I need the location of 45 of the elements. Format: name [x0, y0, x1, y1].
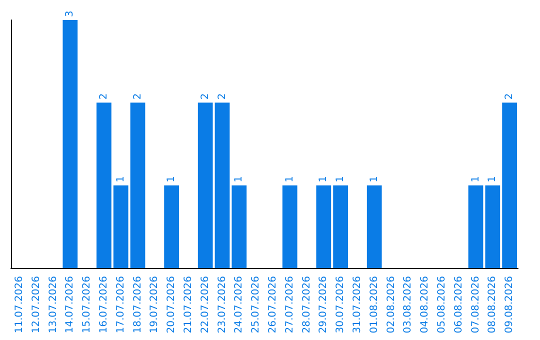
x-tick-label: 13.07.2026 [48, 276, 59, 334]
data-label: 1 [166, 176, 178, 182]
x-tick-label: 28.07.2026 [301, 276, 312, 334]
x-tick-label: 25.07.2026 [250, 276, 262, 334]
data-label: 1 [368, 176, 380, 182]
x-tick-label: 24.07.2026 [234, 276, 245, 334]
x-tick-label: 07.08.2026 [470, 276, 482, 334]
data-label: 1 [335, 176, 346, 182]
x-tick-label: 11.07.2026 [14, 276, 25, 334]
x-tick-label: 12.07.2026 [30, 276, 42, 334]
data-label: 1 [318, 176, 330, 182]
x-tick-label: 22.07.2026 [200, 276, 211, 334]
x-tick-label: 15.07.2026 [82, 276, 93, 334]
x-tick-label: 23.07.2026 [216, 276, 228, 334]
x-tick-label: 14.07.2026 [64, 276, 76, 334]
x-tick-label: 18.07.2026 [132, 276, 144, 334]
data-label: 1 [487, 176, 498, 182]
x-tick-label: 27.07.2026 [284, 276, 296, 334]
data-label: 2 [216, 93, 228, 100]
x-tick-label: 03.08.2026 [402, 276, 414, 334]
data-label: 2 [504, 93, 516, 100]
data-label: 1 [284, 176, 296, 182]
data-label: 3 [64, 10, 76, 17]
data-label: 2 [98, 93, 110, 100]
x-tick-label: 04.08.2026 [420, 276, 431, 334]
x-tick-label: 16.07.2026 [98, 276, 110, 334]
x-tick-label: 06.08.2026 [453, 276, 464, 334]
x-tick-label: 02.08.2026 [386, 276, 397, 334]
x-tick-label: 21.07.2026 [182, 276, 194, 334]
x-tick-label: 08.08.2026 [487, 276, 498, 334]
x-tick-label: 05.08.2026 [436, 276, 448, 334]
x-tick-label: 29.07.2026 [318, 276, 330, 334]
x-tick-label: 20.07.2026 [166, 276, 178, 334]
data-label: 2 [200, 93, 211, 100]
data-label: 1 [115, 176, 126, 182]
x-tick-label: 01.08.2026 [368, 276, 380, 334]
x-tick-label: 17.07.2026 [115, 276, 126, 334]
x-tick-label: 19.07.2026 [149, 276, 160, 334]
x-tick-label: 31.07.2026 [352, 276, 363, 334]
data-label: 2 [132, 93, 144, 100]
data-label: 1 [234, 176, 245, 182]
x-tick-label: 30.07.2026 [335, 276, 346, 334]
x-tick-label: 26.07.2026 [267, 276, 278, 334]
data-label: 1 [470, 176, 482, 182]
x-tick-label: 09.08.2026 [504, 276, 516, 334]
